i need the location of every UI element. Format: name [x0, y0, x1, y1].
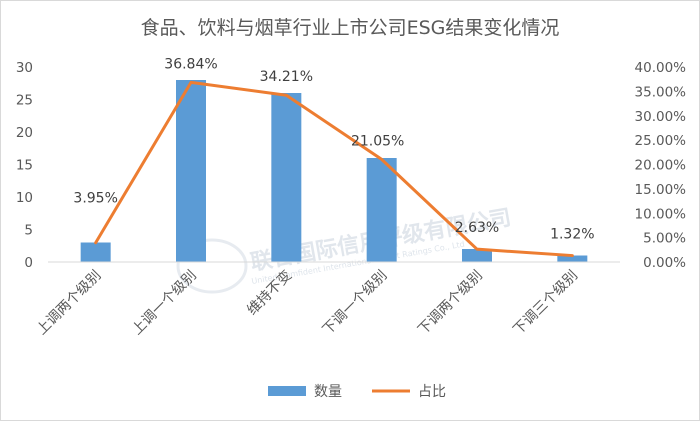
right-tick-label: 40.00%: [635, 60, 687, 76]
right-tick-label: 10.00%: [635, 206, 687, 222]
legend-swatch-bar: [268, 386, 306, 396]
bar: [80, 242, 111, 262]
left-tick-label: 20: [16, 125, 33, 141]
bar-series: [80, 80, 588, 262]
left-tick-label: 25: [16, 93, 33, 109]
legend-label-line: 占比: [418, 384, 446, 400]
left-tick-label: 30: [16, 60, 33, 76]
line-series: [94, 80, 574, 258]
left-axis: 0 5 10 15 20 25 30: [16, 60, 33, 271]
data-label: 36.84%: [164, 56, 217, 72]
data-label: 34.21%: [260, 69, 313, 85]
legend: 数量 占比: [268, 384, 446, 400]
bar: [557, 255, 588, 262]
bar: [366, 158, 397, 262]
bar: [462, 249, 492, 262]
bar: [176, 80, 206, 262]
data-label: 3.95%: [73, 191, 117, 207]
bar: [271, 93, 302, 262]
left-tick-label: 0: [24, 255, 33, 271]
right-tick-label: 30.00%: [635, 109, 687, 125]
watermark-globe-icon: [176, 238, 248, 294]
line-path: [94, 80, 574, 258]
data-labels: 3.95% 36.84% 34.21% 21.05% 2.63% 1.32%: [73, 56, 594, 242]
data-label: 2.63%: [455, 220, 499, 236]
right-tick-label: 20.00%: [635, 158, 687, 174]
chart-title: 食品、饮料与烟草行业上市公司ESG结果变化情况: [141, 17, 560, 39]
data-label: 1.32%: [550, 227, 594, 243]
right-axis: 0.00% 5.00% 10.00% 15.00% 20.00% 25.00% 30.00%…: [635, 60, 687, 271]
left-tick-label: 5: [24, 223, 33, 239]
right-tick-label: 15.00%: [635, 182, 687, 198]
data-label: 21.05%: [351, 133, 404, 149]
right-tick-label: 0.00%: [643, 255, 686, 271]
legend-label-bar: 数量: [314, 384, 342, 400]
right-tick-label: 25.00%: [635, 133, 687, 149]
left-tick-label: 10: [16, 190, 33, 206]
right-tick-label: 5.00%: [643, 231, 686, 247]
right-tick-label: 35.00%: [635, 84, 687, 100]
left-tick-label: 15: [16, 158, 33, 174]
